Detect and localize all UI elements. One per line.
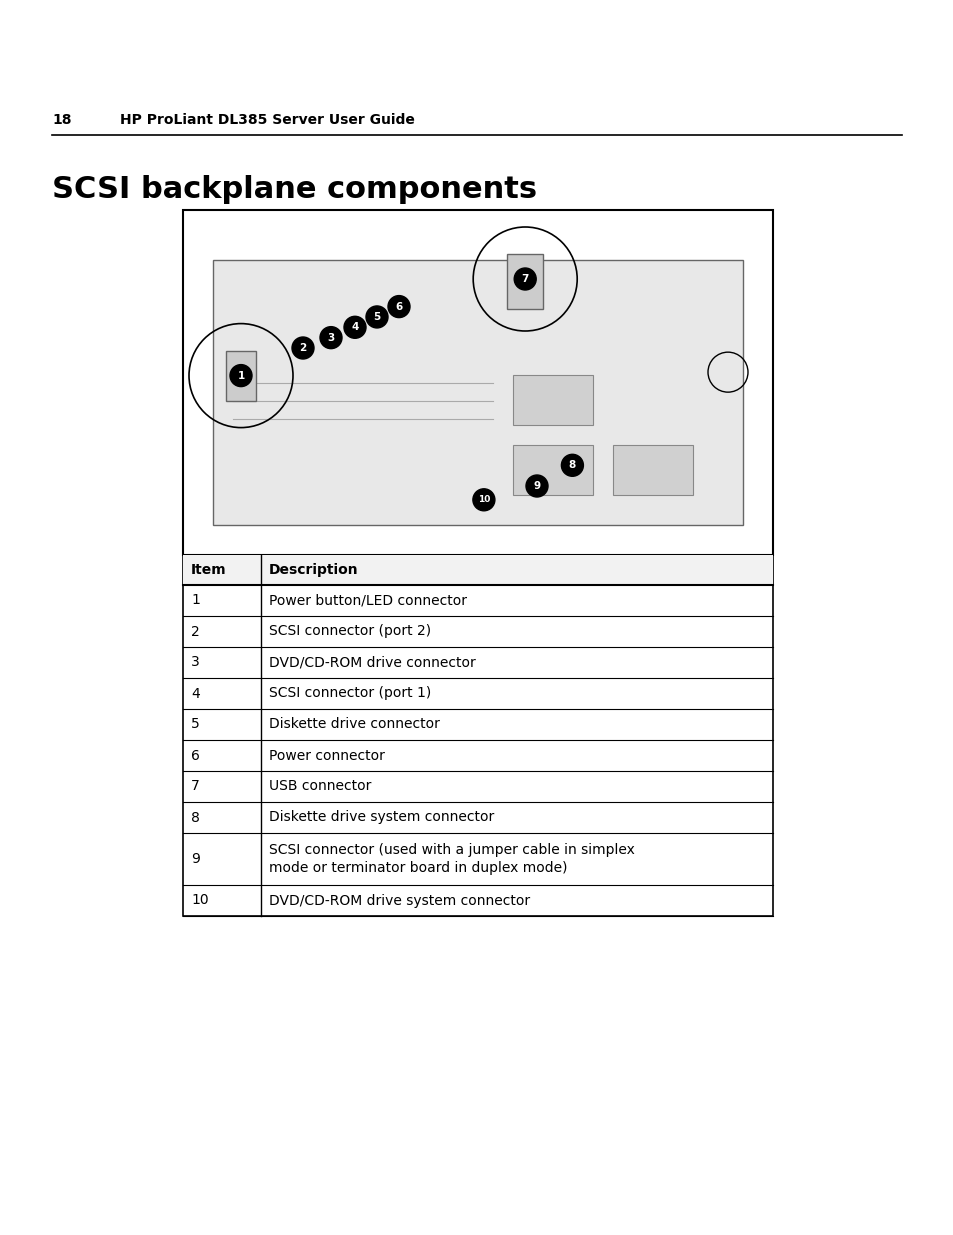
Text: Diskette drive connector: Diskette drive connector xyxy=(269,718,439,731)
Text: 1: 1 xyxy=(191,594,200,608)
Bar xyxy=(183,210,772,555)
Circle shape xyxy=(388,295,410,317)
Text: 3: 3 xyxy=(191,656,199,669)
Text: SCSI connector (used with a jumper cable in simplex
mode or terminator board in : SCSI connector (used with a jumper cable… xyxy=(269,842,634,876)
Bar xyxy=(507,254,542,309)
Text: SCSI connector (port 1): SCSI connector (port 1) xyxy=(269,687,431,700)
Text: Power connector: Power connector xyxy=(269,748,384,762)
Text: 10: 10 xyxy=(191,893,209,908)
Text: Power button/LED connector: Power button/LED connector xyxy=(269,594,467,608)
Text: 7: 7 xyxy=(521,274,528,284)
Text: USB connector: USB connector xyxy=(269,779,371,794)
Circle shape xyxy=(560,454,583,477)
Text: DVD/CD-ROM drive connector: DVD/CD-ROM drive connector xyxy=(269,656,476,669)
Circle shape xyxy=(525,475,547,496)
Text: 5: 5 xyxy=(191,718,199,731)
Circle shape xyxy=(344,316,366,338)
Text: Description: Description xyxy=(269,563,358,577)
Text: Diskette drive system connector: Diskette drive system connector xyxy=(269,810,494,825)
Text: SCSI backplane components: SCSI backplane components xyxy=(52,175,537,204)
Circle shape xyxy=(230,364,252,387)
Text: DVD/CD-ROM drive system connector: DVD/CD-ROM drive system connector xyxy=(269,893,530,908)
Circle shape xyxy=(319,326,341,348)
Bar xyxy=(183,555,772,916)
Text: 10: 10 xyxy=(477,495,490,504)
Text: 9: 9 xyxy=(533,480,540,492)
Bar xyxy=(226,351,255,400)
Bar xyxy=(513,375,593,425)
Text: 4: 4 xyxy=(191,687,199,700)
Text: 9: 9 xyxy=(191,852,200,866)
Bar xyxy=(513,445,593,495)
Circle shape xyxy=(473,489,495,511)
Text: 3: 3 xyxy=(327,332,335,342)
Bar xyxy=(183,555,772,585)
Text: 8: 8 xyxy=(568,461,576,471)
Text: 18: 18 xyxy=(52,112,71,127)
Circle shape xyxy=(514,268,536,290)
Bar xyxy=(213,261,742,525)
Text: SCSI connector (port 2): SCSI connector (port 2) xyxy=(269,625,431,638)
Text: 7: 7 xyxy=(191,779,199,794)
Circle shape xyxy=(292,337,314,359)
Text: 6: 6 xyxy=(395,301,402,311)
Text: 6: 6 xyxy=(191,748,200,762)
Bar xyxy=(613,445,692,495)
Text: 8: 8 xyxy=(191,810,200,825)
Text: 4: 4 xyxy=(351,322,358,332)
Text: Item: Item xyxy=(191,563,227,577)
Text: HP ProLiant DL385 Server User Guide: HP ProLiant DL385 Server User Guide xyxy=(120,112,415,127)
Circle shape xyxy=(366,306,388,329)
Text: 2: 2 xyxy=(191,625,199,638)
Text: 5: 5 xyxy=(373,312,380,322)
Text: 1: 1 xyxy=(237,370,244,380)
Text: 2: 2 xyxy=(299,343,306,353)
